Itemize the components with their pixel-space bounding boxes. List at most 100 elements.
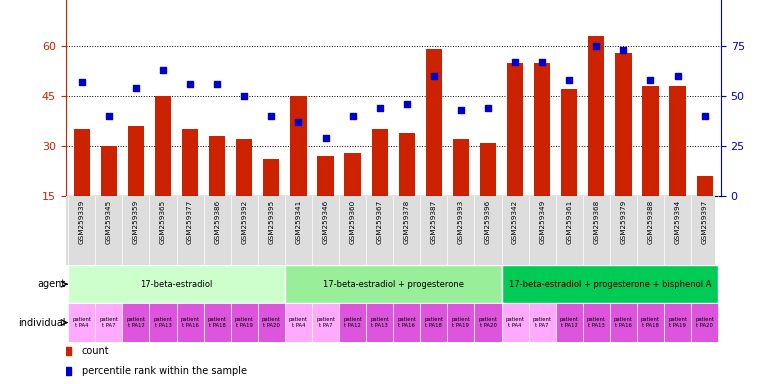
Bar <box>209 136 225 196</box>
Text: patient
t PA18: patient t PA18 <box>207 317 227 328</box>
Text: GSM259360: GSM259360 <box>349 199 355 243</box>
FancyBboxPatch shape <box>66 196 715 265</box>
Text: patient
t PA18: patient t PA18 <box>424 317 443 328</box>
Text: patient
t PA7: patient t PA7 <box>533 317 552 328</box>
FancyBboxPatch shape <box>231 303 258 342</box>
Text: patient
t PA18: patient t PA18 <box>641 317 660 328</box>
Text: 17-beta-estradiol + progesterone + bisphenol A: 17-beta-estradiol + progesterone + bisph… <box>509 280 711 289</box>
FancyBboxPatch shape <box>123 303 150 342</box>
Point <box>672 73 684 79</box>
Text: patient
t PA16: patient t PA16 <box>397 317 416 328</box>
FancyBboxPatch shape <box>501 265 718 303</box>
Point <box>401 101 413 107</box>
FancyBboxPatch shape <box>204 303 231 342</box>
Bar <box>236 139 252 196</box>
Text: GSM259378: GSM259378 <box>404 199 409 243</box>
Point <box>563 77 575 83</box>
FancyBboxPatch shape <box>339 303 366 342</box>
Text: GSM259394: GSM259394 <box>675 199 681 243</box>
Text: GSM259341: GSM259341 <box>295 199 301 243</box>
Text: GSM259397: GSM259397 <box>702 199 708 243</box>
Text: patient
t PA20: patient t PA20 <box>695 317 714 328</box>
Text: patient
t PA20: patient t PA20 <box>262 317 281 328</box>
Bar <box>128 126 144 196</box>
Text: GSM259345: GSM259345 <box>106 199 112 243</box>
Text: GSM259346: GSM259346 <box>322 199 328 243</box>
Bar <box>696 176 712 196</box>
Point <box>346 113 359 119</box>
Bar <box>318 156 334 196</box>
Text: patient
t PA4: patient t PA4 <box>72 317 91 328</box>
Bar <box>372 129 388 196</box>
Point <box>211 81 224 87</box>
FancyBboxPatch shape <box>69 265 285 303</box>
Point <box>319 135 332 141</box>
FancyBboxPatch shape <box>312 303 339 342</box>
Bar <box>155 96 171 196</box>
FancyBboxPatch shape <box>366 303 393 342</box>
Bar <box>480 142 496 196</box>
Point <box>238 93 251 99</box>
Text: GSM259387: GSM259387 <box>431 199 437 243</box>
FancyBboxPatch shape <box>285 265 501 303</box>
FancyBboxPatch shape <box>285 303 312 342</box>
Point <box>103 113 115 119</box>
Bar <box>642 86 658 196</box>
Text: patient
t PA13: patient t PA13 <box>587 317 606 328</box>
FancyBboxPatch shape <box>691 303 718 342</box>
Text: 17-beta-estradiol: 17-beta-estradiol <box>140 280 213 289</box>
Point <box>699 113 711 119</box>
FancyBboxPatch shape <box>529 303 556 342</box>
Point <box>509 59 521 65</box>
Text: patient
t PA12: patient t PA12 <box>126 317 146 328</box>
Text: GSM259388: GSM259388 <box>648 199 654 243</box>
Text: patient
t PA12: patient t PA12 <box>343 317 362 328</box>
Text: patient
t PA19: patient t PA19 <box>668 317 687 328</box>
Point <box>482 105 494 111</box>
Text: patient
t PA7: patient t PA7 <box>99 317 119 328</box>
Text: patient
t PA12: patient t PA12 <box>560 317 579 328</box>
Point <box>184 81 197 87</box>
Point <box>645 77 657 83</box>
Text: GSM259396: GSM259396 <box>485 199 491 243</box>
Point <box>157 67 169 73</box>
Text: GSM259361: GSM259361 <box>566 199 572 243</box>
Text: GSM259339: GSM259339 <box>79 199 85 243</box>
Bar <box>399 132 415 196</box>
Text: GSM259386: GSM259386 <box>214 199 221 243</box>
Text: GSM259379: GSM259379 <box>621 199 626 243</box>
Text: patient
t PA20: patient t PA20 <box>479 317 497 328</box>
Bar <box>426 50 442 196</box>
Point <box>76 79 88 85</box>
Point <box>455 107 467 113</box>
Bar <box>263 159 279 196</box>
Text: patient
t PA4: patient t PA4 <box>289 317 308 328</box>
Text: GSM259359: GSM259359 <box>133 199 139 243</box>
Text: patient
t PA19: patient t PA19 <box>451 317 470 328</box>
Text: patient
t PA16: patient t PA16 <box>180 317 200 328</box>
Text: patient
t PA16: patient t PA16 <box>614 317 633 328</box>
Point <box>428 73 440 79</box>
Bar <box>453 139 469 196</box>
Bar <box>615 53 631 196</box>
Text: GSM259393: GSM259393 <box>458 199 464 243</box>
Bar <box>291 96 307 196</box>
Bar <box>182 129 198 196</box>
Text: GSM259367: GSM259367 <box>377 199 382 243</box>
Bar <box>534 63 550 196</box>
Bar <box>507 63 524 196</box>
FancyBboxPatch shape <box>69 303 96 342</box>
FancyBboxPatch shape <box>610 303 637 342</box>
Bar <box>561 89 577 196</box>
Text: GSM259368: GSM259368 <box>594 199 599 243</box>
Point <box>373 105 386 111</box>
FancyBboxPatch shape <box>583 303 610 342</box>
Text: count: count <box>82 346 109 356</box>
Bar <box>101 146 117 196</box>
Text: GSM259392: GSM259392 <box>241 199 247 243</box>
FancyBboxPatch shape <box>447 303 474 342</box>
Text: GSM259395: GSM259395 <box>268 199 274 243</box>
Text: agent: agent <box>38 279 66 289</box>
FancyBboxPatch shape <box>258 303 285 342</box>
Point <box>130 85 142 91</box>
